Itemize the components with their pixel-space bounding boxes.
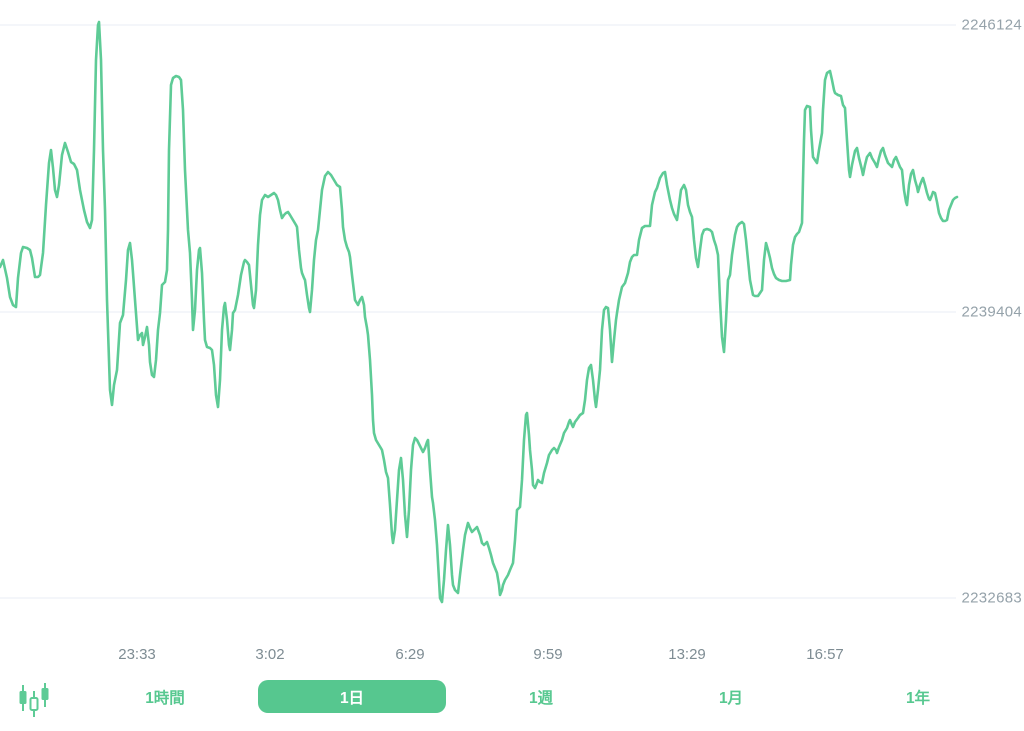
x-axis-label-4: 9:59 xyxy=(533,646,563,663)
x-axis-label-6: 16:57 xyxy=(806,646,844,663)
x-axis-label-1: 23:33 xyxy=(118,646,156,663)
price-line xyxy=(0,20,959,604)
candlestick-icon xyxy=(19,683,49,717)
x-axis-label-2: 3:02 xyxy=(255,646,285,663)
chart-controls-bar: 1時間 1日 1週 1月 1年 xyxy=(0,678,1024,722)
range-button-1year[interactable]: 1年 xyxy=(896,680,940,714)
range-button-1month[interactable]: 1月 xyxy=(709,680,753,714)
range-button-1day[interactable]: 1日 xyxy=(258,680,446,713)
y-axis-label-middle: 2239404 xyxy=(961,303,1022,321)
candlestick-toggle-button[interactable] xyxy=(14,680,54,720)
y-axis-label-top: 2246124 xyxy=(961,16,1022,34)
x-axis-label-5: 13:29 xyxy=(668,646,706,663)
range-button-1week[interactable]: 1週 xyxy=(519,680,563,714)
x-axis-label-3: 6:29 xyxy=(395,646,425,663)
y-axis-label-bottom: 2232683 xyxy=(961,589,1022,607)
range-button-1hour[interactable]: 1時間 xyxy=(135,680,195,714)
